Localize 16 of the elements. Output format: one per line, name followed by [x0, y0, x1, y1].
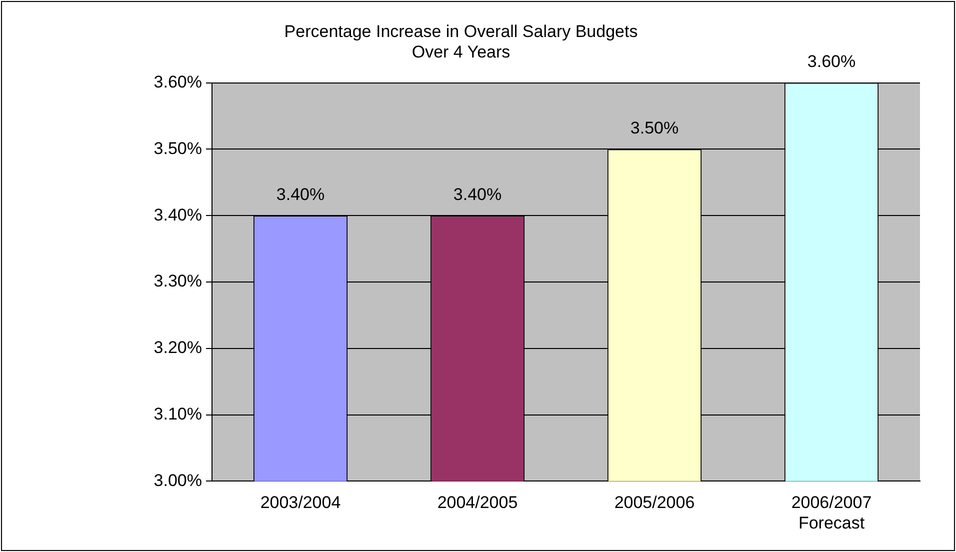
data-label: 3.60%: [807, 52, 856, 71]
y-tick-label: 3.30%: [154, 272, 202, 291]
y-tick-label: 3.10%: [154, 404, 202, 424]
data-label: 3.40%: [276, 184, 325, 204]
y-tick-label: 3.50%: [154, 138, 202, 158]
x-tick-label: 2003/2004: [260, 493, 341, 512]
chart-title: Percentage Increase in Overall Salary Budgets Over 4 Years: [284, 22, 638, 62]
y-tick-label: 3.60%: [154, 72, 202, 92]
y-tick-label: 3.20%: [154, 338, 202, 358]
data-label: 3.50%: [630, 118, 679, 138]
x-tick-label: 2005/2006: [614, 493, 695, 512]
y-tick-label: 3.40%: [154, 205, 202, 224]
y-tick-label: 3.00%: [154, 470, 202, 490]
x-tick-label: 2006/2007 Forecast: [791, 493, 872, 532]
x-tick-label: 2004/2005: [437, 493, 518, 512]
data-label: 3.40%: [453, 184, 502, 204]
